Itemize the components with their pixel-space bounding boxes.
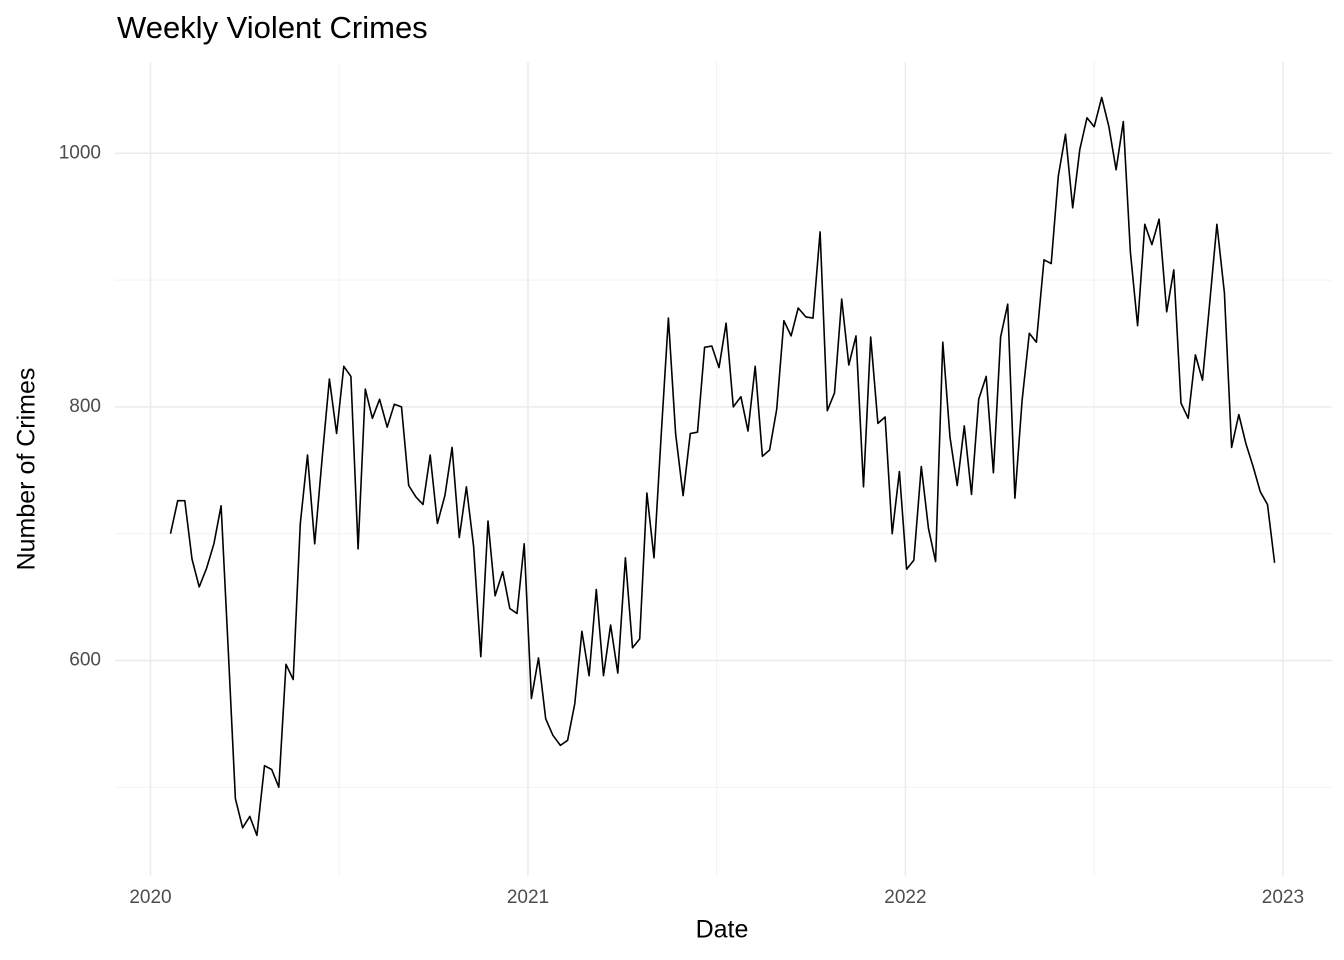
x-axis-title: Date bbox=[696, 916, 749, 944]
x-tick-label: 2023 bbox=[1262, 887, 1304, 908]
chart-title: Weekly Violent Crimes bbox=[117, 10, 428, 45]
line bbox=[169, 96, 1276, 837]
x-tick-label: 2022 bbox=[884, 887, 926, 908]
y-tick-label: 600 bbox=[69, 649, 101, 670]
y-tick-label: 800 bbox=[69, 396, 101, 417]
x-tick-label: 2020 bbox=[129, 887, 171, 908]
x-tick-label: 2021 bbox=[507, 887, 549, 908]
y-tick-label: 1000 bbox=[59, 142, 101, 163]
y-axis-title: Number of Crimes bbox=[13, 368, 41, 571]
